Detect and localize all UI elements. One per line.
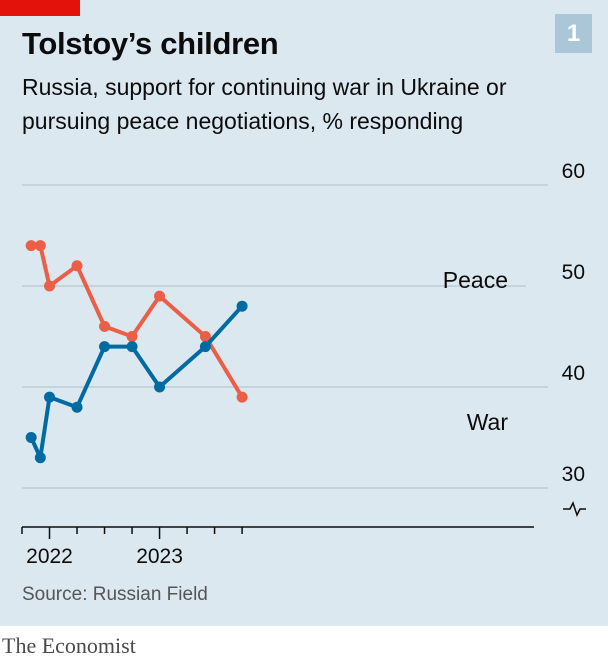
axis-break-icon (563, 501, 586, 517)
y-tick-label: 30 (562, 463, 585, 486)
war-data-point (154, 290, 166, 302)
war-data-point (25, 240, 37, 252)
war-data-point (236, 391, 248, 403)
war-series-label: War (467, 409, 509, 435)
line-chart: 30 40 50 60 2022 2023 Peace War (21, 160, 586, 568)
chart-number-badge: 1 (555, 14, 592, 53)
peace-data-point (199, 341, 211, 353)
war-data-point (71, 260, 83, 272)
source-note: Source: Russian Field (22, 584, 208, 605)
peace-data-point (34, 452, 46, 464)
peace-series-label: Peace (443, 267, 508, 293)
brand-red-tab (0, 0, 80, 16)
chart-title: Tolstoy’s children (22, 26, 279, 61)
economist-logo: The Economist (2, 633, 136, 658)
y-tick-label: 40 (562, 362, 585, 385)
x-tick-label: 2022 (26, 545, 73, 568)
war-data-point (34, 240, 46, 252)
x-tick-label: 2023 (136, 545, 183, 568)
chart-panel (0, 0, 608, 626)
war-data-point (126, 331, 138, 342)
y-tick-label: 50 (562, 261, 585, 284)
peace-data-point (154, 381, 166, 393)
war-data-point (199, 331, 211, 342)
peace-data-point (25, 432, 37, 443)
war-data-point (44, 280, 56, 292)
peace-data-point (236, 300, 248, 312)
chart-subtitle: Russia, support for continuing war in Uk… (22, 74, 507, 134)
peace-data-point (126, 341, 138, 353)
peace-data-point (44, 391, 56, 403)
peace-data-point (99, 341, 111, 353)
y-tick-label: 60 (562, 160, 585, 183)
peace-data-point (71, 401, 83, 413)
war-series-line (29, 243, 245, 400)
war-data-point (99, 320, 111, 332)
